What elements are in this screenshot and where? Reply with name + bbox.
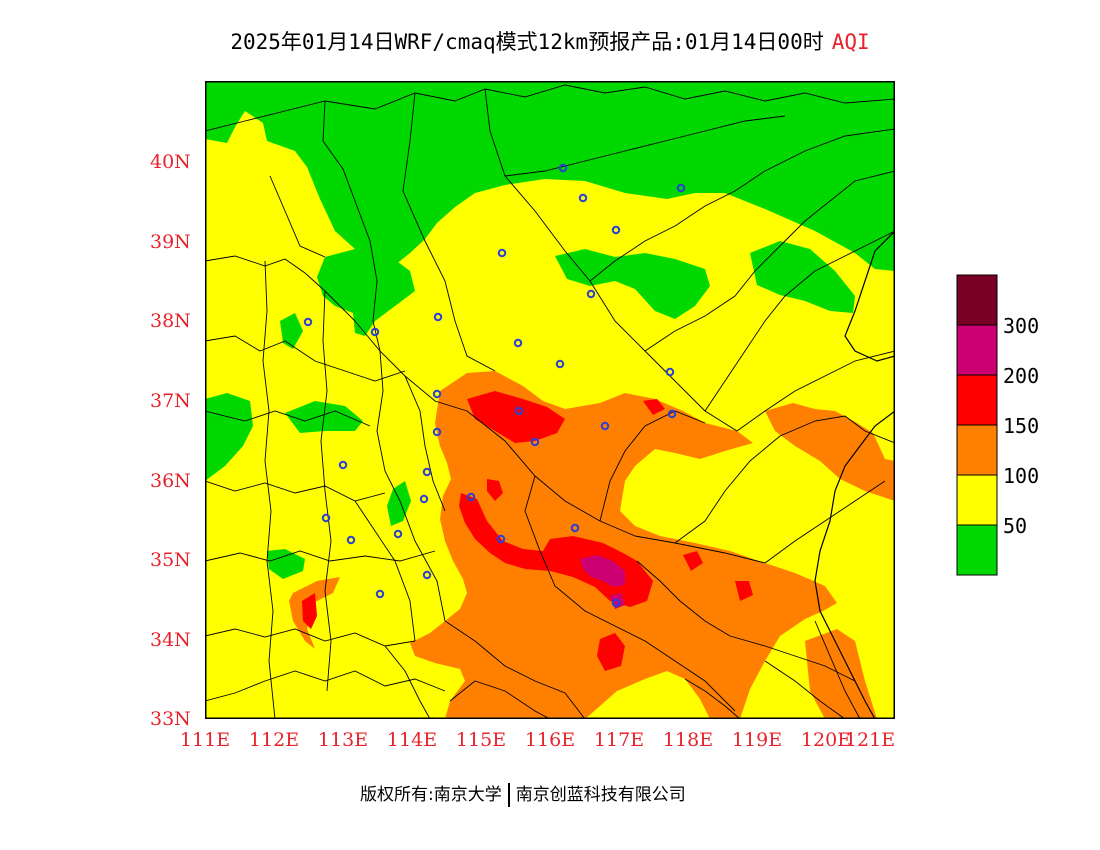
map-frame — [205, 81, 895, 719]
y-tick-36n: 36N — [150, 470, 191, 492]
city-marker — [433, 312, 443, 322]
x-tick-120e: 120E — [800, 729, 852, 751]
city-marker — [321, 513, 331, 523]
city-marker — [514, 406, 524, 416]
aqi-zone-good-patch4 — [280, 313, 303, 349]
city-marker — [497, 248, 507, 258]
city-marker — [419, 494, 429, 504]
legend-bin-very-unhealthy — [956, 324, 998, 376]
city-marker — [346, 535, 356, 545]
city-marker — [676, 183, 686, 193]
city-marker — [600, 421, 610, 431]
y-tick-40n: 40N — [150, 151, 191, 173]
city-marker — [530, 437, 540, 447]
city-marker — [432, 389, 442, 399]
aqi-map — [205, 81, 895, 719]
y-tick-38n: 38N — [150, 310, 191, 332]
city-marker — [513, 338, 523, 348]
aqi-zone-good-north — [205, 81, 895, 271]
city-marker — [422, 467, 432, 477]
city-markers — [303, 163, 686, 608]
boundary-lines — [205, 84, 895, 719]
x-tick-118e: 118E — [662, 729, 714, 751]
company-text: 南京创蓝科技有限公司 — [515, 785, 686, 805]
x-tick-114e: 114E — [386, 729, 438, 751]
map-title: 2025年01月14日WRF/cmaq模式12km预报产品:01月14日00时 A… — [0, 26, 1100, 56]
title-main: 2025年01月14日WRF/cmaq模式12km预报产品:01月14日00时 — [230, 30, 824, 54]
y-tick-35n: 35N — [150, 549, 191, 571]
coastline — [814, 230, 895, 719]
legend-bin-unhealthy — [956, 374, 998, 426]
aqi-zone-unhealthy-north — [467, 391, 565, 443]
aqi-zone-unhealthy-spot4 — [302, 593, 317, 629]
city-marker — [393, 529, 403, 539]
city-marker — [611, 225, 621, 235]
aqi-zone-unhealthy-spot3 — [643, 399, 665, 415]
y-tick-39n: 39N — [150, 231, 191, 253]
y-tick-37n: 37N — [150, 390, 191, 412]
aqi-zone-sensitive-sw — [289, 577, 340, 649]
x-tick-112e: 112E — [248, 729, 300, 751]
x-tick-111e: 111E — [179, 729, 231, 751]
aqi-zone-unhealthy-spot2 — [597, 633, 625, 671]
city-marker — [555, 359, 565, 369]
legend-label-100: 100 — [1003, 464, 1040, 488]
legend-bin-sensitive — [956, 424, 998, 476]
copyright-footer: 版权所有:南京大学 南京创蓝科技有限公司 — [360, 780, 686, 807]
city-marker — [432, 427, 442, 437]
copyright-text: 版权所有:南京大学 — [360, 785, 502, 805]
city-marker — [665, 367, 675, 377]
legend-label-150: 150 — [1003, 414, 1040, 438]
aqi-zone-good-east — [750, 241, 855, 313]
legend-label-300: 300 — [1003, 314, 1040, 338]
x-tick-113e: 113E — [317, 729, 369, 751]
aqi-zone-sensitive-main — [410, 371, 837, 719]
legend-label-50: 50 — [1003, 514, 1028, 538]
aqi-zone-sensitive-east — [765, 403, 895, 501]
aqi-zone-good-belt — [555, 249, 710, 319]
city-marker — [422, 570, 432, 580]
legend-bin-good — [956, 524, 998, 576]
aqi-zone-very-unhealthy — [580, 555, 625, 587]
x-tick-119e: 119E — [731, 729, 783, 751]
city-marker — [578, 193, 588, 203]
y-tick-34n: 34N — [150, 629, 191, 651]
x-tick-117e: 117E — [593, 729, 645, 751]
city-marker — [558, 163, 568, 173]
aqi-zone-unhealthy-spot6 — [735, 581, 753, 601]
x-tick-116e: 116E — [524, 729, 576, 751]
city-marker — [496, 534, 506, 544]
x-tick-121e: 121E — [844, 729, 896, 751]
legend-bin-moderate — [956, 474, 998, 526]
footer-divider — [507, 783, 510, 807]
aqi-zone-unhealthy-spot5 — [683, 551, 703, 571]
y-tick-33n: 33N — [150, 708, 191, 730]
title-product: AQI — [831, 30, 870, 54]
city-marker — [466, 492, 476, 502]
city-marker — [586, 289, 596, 299]
legend-label-200: 200 — [1003, 364, 1040, 388]
legend-bin-hazardous — [956, 274, 998, 326]
x-tick-115e: 115E — [455, 729, 507, 751]
city-marker — [667, 409, 677, 419]
aqi-zone-good-west-patch — [205, 393, 253, 481]
city-marker — [611, 598, 621, 608]
aqi-zone-unhealthy-spot1 — [487, 479, 503, 501]
aqi-zone-good-patch2 — [267, 549, 305, 579]
city-marker — [570, 523, 580, 533]
aqi-zone-good-hebei — [317, 249, 415, 336]
aqi-legend-bar — [956, 274, 998, 576]
city-marker — [370, 327, 380, 337]
city-marker — [338, 460, 348, 470]
city-marker — [375, 589, 385, 599]
city-marker — [303, 317, 313, 327]
